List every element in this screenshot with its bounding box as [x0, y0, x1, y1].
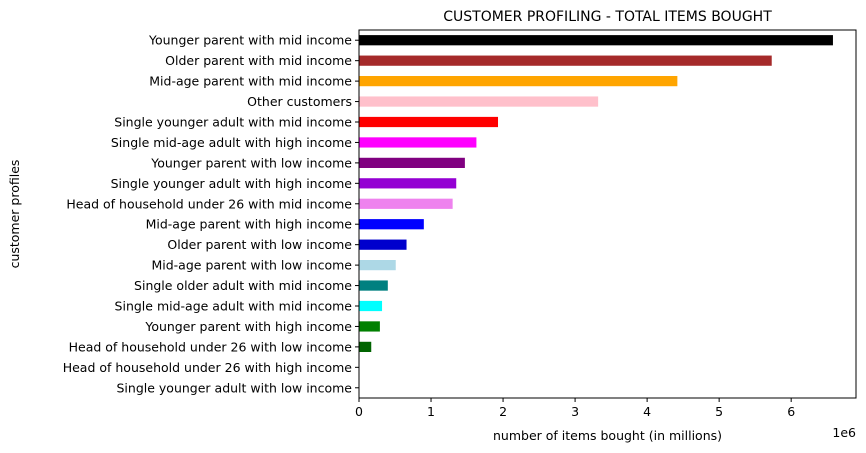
x-axis-ticks: 0 1 2 3 4 5 6 — [355, 398, 795, 419]
y-tick-label: Head of household under 26 with low inco… — [69, 339, 353, 354]
plot-frame — [358, 29, 857, 399]
bar — [359, 116, 499, 128]
y-tick-label: Single younger adult with high income — [111, 176, 353, 191]
bar — [359, 178, 457, 189]
bar — [359, 35, 833, 46]
y-tick-label: Mid-age parent with mid income — [149, 74, 352, 89]
bar — [359, 321, 380, 332]
bar — [359, 219, 424, 230]
y-tick-label: Younger parent with high income — [144, 319, 352, 334]
x-axis-label: number of items bought (in millions) — [493, 428, 722, 443]
bar — [359, 76, 678, 87]
chart-title: CUSTOMER PROFILING - TOTAL ITEMS BOUGHT — [443, 9, 772, 25]
y-tick-label: Head of household under 26 with mid inco… — [66, 196, 352, 211]
y-tick-label: Single older adult with mid income — [134, 278, 352, 293]
bar — [359, 198, 453, 209]
x-tick-label: 5 — [715, 404, 723, 419]
x-tick-label: 4 — [643, 404, 651, 419]
x-tick-label: 6 — [787, 404, 795, 419]
bar — [359, 96, 599, 107]
x-axis-offset-label: 1e6 — [832, 425, 856, 440]
y-axis-label: customer profiles — [7, 160, 22, 269]
bar — [359, 55, 772, 66]
bar — [359, 300, 383, 312]
y-tick-label: Head of household under 26 with high inc… — [63, 360, 353, 375]
bar — [359, 260, 396, 271]
bar — [359, 157, 465, 168]
y-tick-label: Younger parent with mid income — [148, 33, 352, 48]
y-tick-label: Single younger adult with mid income — [114, 115, 352, 130]
y-tick-label: Mid-age parent with low income — [151, 258, 352, 273]
x-tick-label: 3 — [571, 404, 579, 419]
x-tick-label: 1 — [427, 404, 435, 419]
y-tick-label: Older parent with low income — [167, 237, 352, 252]
y-tick-label: Single mid-age adult with mid income — [115, 299, 353, 314]
y-tick-label: Older parent with mid income — [165, 53, 352, 68]
y-tick-label: Younger parent with low income — [150, 155, 352, 170]
bar — [359, 137, 477, 148]
y-tick-label: Single younger adult with low income — [117, 380, 353, 395]
y-tick-label: Single mid-age adult with high income — [111, 135, 352, 150]
y-tick-label: Mid-age parent with high income — [146, 217, 353, 232]
y-axis-ticks: Younger parent with mid income Older pare… — [63, 33, 359, 395]
x-tick-label: 0 — [355, 404, 363, 419]
y-tick-label: Other customers — [247, 94, 352, 109]
bars-group — [359, 35, 833, 352]
bar — [359, 280, 388, 291]
bar — [359, 341, 372, 352]
x-tick-label: 2 — [499, 404, 507, 419]
bar — [359, 239, 407, 250]
